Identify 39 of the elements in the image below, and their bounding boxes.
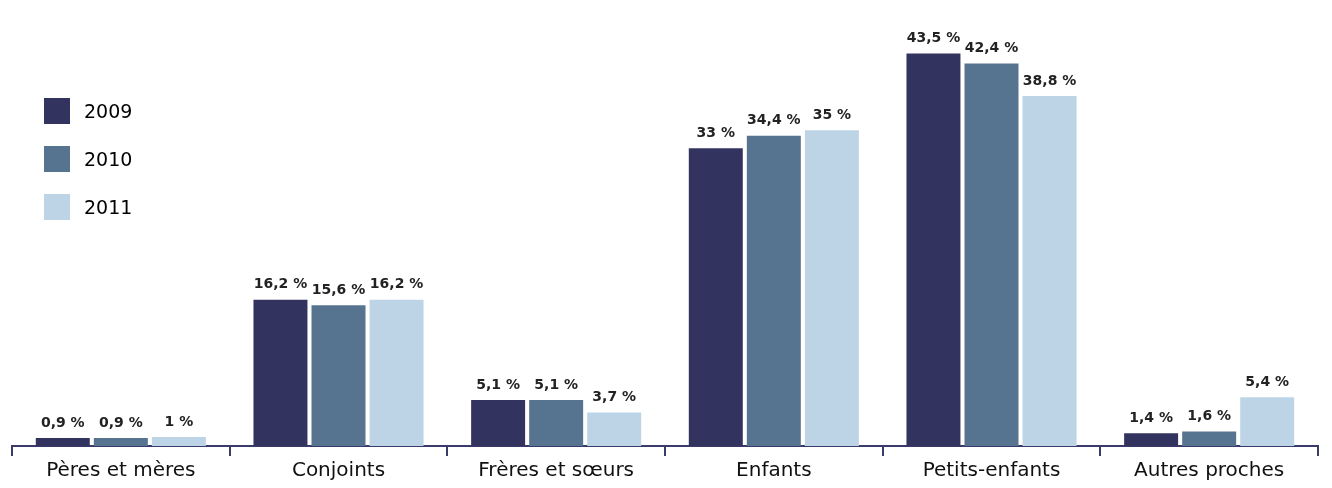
data-label: 33 %: [696, 123, 735, 140]
data-label: 43,5 %: [906, 29, 961, 46]
bar: [964, 63, 1019, 446]
bar: [529, 399, 584, 446]
legend-label: 2010: [84, 148, 133, 170]
data-label: 1,4 %: [1129, 409, 1173, 426]
bar: [1182, 431, 1237, 446]
bar: [587, 412, 642, 446]
data-label: 34,4 %: [747, 111, 801, 128]
legend-label: 2011: [84, 196, 133, 218]
x-tick-label: Pères et mères: [46, 457, 196, 482]
bar: [1022, 95, 1077, 446]
data-label: 0,9 %: [98, 413, 143, 430]
x-tick-label: Petits-enfants: [922, 457, 1061, 482]
data-label: 1 %: [164, 412, 194, 429]
data-label: 16,2 %: [253, 275, 308, 292]
data-label: 5,1 %: [476, 375, 520, 392]
legend-label: 2009: [84, 100, 133, 122]
x-tick-label: Frères et sœurs: [478, 457, 635, 482]
data-label: 35 %: [812, 105, 852, 122]
bar: [746, 135, 801, 446]
data-label: 0,9 %: [40, 413, 85, 430]
data-label: 38,8 %: [1022, 71, 1077, 88]
bar: [804, 130, 859, 446]
data-label: 3,7 %: [592, 388, 637, 405]
x-tick-label: Conjoints: [291, 457, 386, 482]
x-tick-label: Enfants: [736, 457, 812, 482]
bar: [369, 299, 424, 446]
data-label: 15,6 %: [311, 280, 366, 297]
data-label: 5,1 %: [534, 375, 579, 392]
x-tick-label: Autres proches: [1134, 457, 1285, 482]
data-label: 16,2 %: [369, 275, 424, 292]
bar: [93, 437, 148, 446]
bar: [311, 305, 366, 446]
data-label: 5,4 %: [1245, 372, 1290, 389]
data-label: 42,4 %: [964, 39, 1019, 56]
bar: [1240, 397, 1295, 446]
data-label: 1,6 %: [1187, 407, 1232, 424]
bar: [151, 436, 206, 446]
